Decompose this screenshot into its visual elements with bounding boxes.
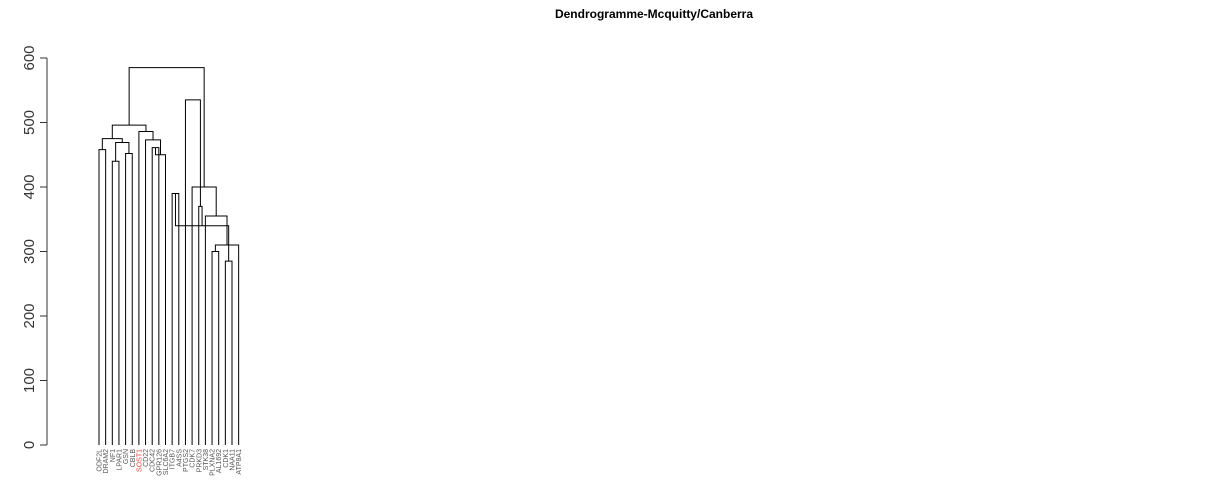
leaf-label: CBLB (130, 449, 137, 468)
dendrogram-link (151, 147, 160, 445)
leaf-label: ATP8A1 (236, 449, 243, 475)
y-tick-label: 600 (21, 45, 38, 70)
dendrogram-link (224, 260, 233, 445)
dendrogram-link (155, 147, 166, 445)
leaf-label: PRKD3 (196, 449, 203, 472)
leaf-label: DRAM2 (103, 449, 110, 474)
dendrogram-link (125, 152, 133, 445)
dendrogram-links (98, 67, 240, 445)
leaf-label: CDC42 (150, 449, 157, 472)
leaf-label: CD22 (143, 449, 150, 467)
leaf-label: SLC6A2 (163, 449, 170, 475)
leaf-label: ITGB7 (170, 449, 177, 469)
y-tick-label: 400 (21, 174, 38, 199)
leaf-label: NAA11 (230, 449, 237, 471)
leaf-label: PLXNA2 (210, 449, 217, 476)
dendrogram-link (174, 193, 230, 262)
y-axis: 0 100 200 300 400 500 600 (21, 45, 48, 449)
leaf-label: PTGS2 (183, 449, 190, 472)
leaf-label: STK38 (203, 449, 210, 471)
leaf-label: CDK1 (223, 449, 230, 468)
dendrogram-link (145, 139, 162, 445)
leaf-labels: ODF2L DRAM2 NF1 LPAR1 GSN CBLB SOST1 CD22 CDC42 G… (97, 449, 244, 476)
dendrogram-link (98, 149, 107, 445)
y-tick-label: 100 (21, 368, 38, 393)
dendrogram-link (198, 205, 203, 445)
leaf-label: GPR126 (156, 449, 163, 476)
dendrogram-link (204, 215, 228, 445)
leaf-label: GSN (123, 449, 130, 464)
chart-title: Dendrogramme-Mcquitty/Canberra (555, 7, 753, 21)
dendrogram-link (111, 160, 120, 445)
y-tick-label: 200 (21, 303, 38, 328)
y-tick-label: 0 (21, 441, 38, 449)
leaf-label: CDK7 (190, 449, 197, 468)
dendrogram-link (184, 99, 201, 445)
leaf-label: LPAR1 (116, 449, 123, 471)
dendrogram-link (211, 251, 220, 445)
dendrogram-link (171, 192, 180, 445)
leaf-label: A4SS (176, 449, 183, 467)
dendrogram-link (128, 67, 205, 187)
dendrogram-link (115, 141, 130, 162)
leaf-label: NF1 (110, 449, 117, 462)
leaf-label: ODF2L (97, 449, 104, 472)
dendrogram-link (101, 138, 123, 150)
y-tick-label: 500 (21, 110, 38, 135)
leaf-label: SOST1 (136, 449, 143, 472)
y-tick-label: 300 (21, 239, 38, 264)
leaf-label: AL1692 (216, 449, 223, 473)
